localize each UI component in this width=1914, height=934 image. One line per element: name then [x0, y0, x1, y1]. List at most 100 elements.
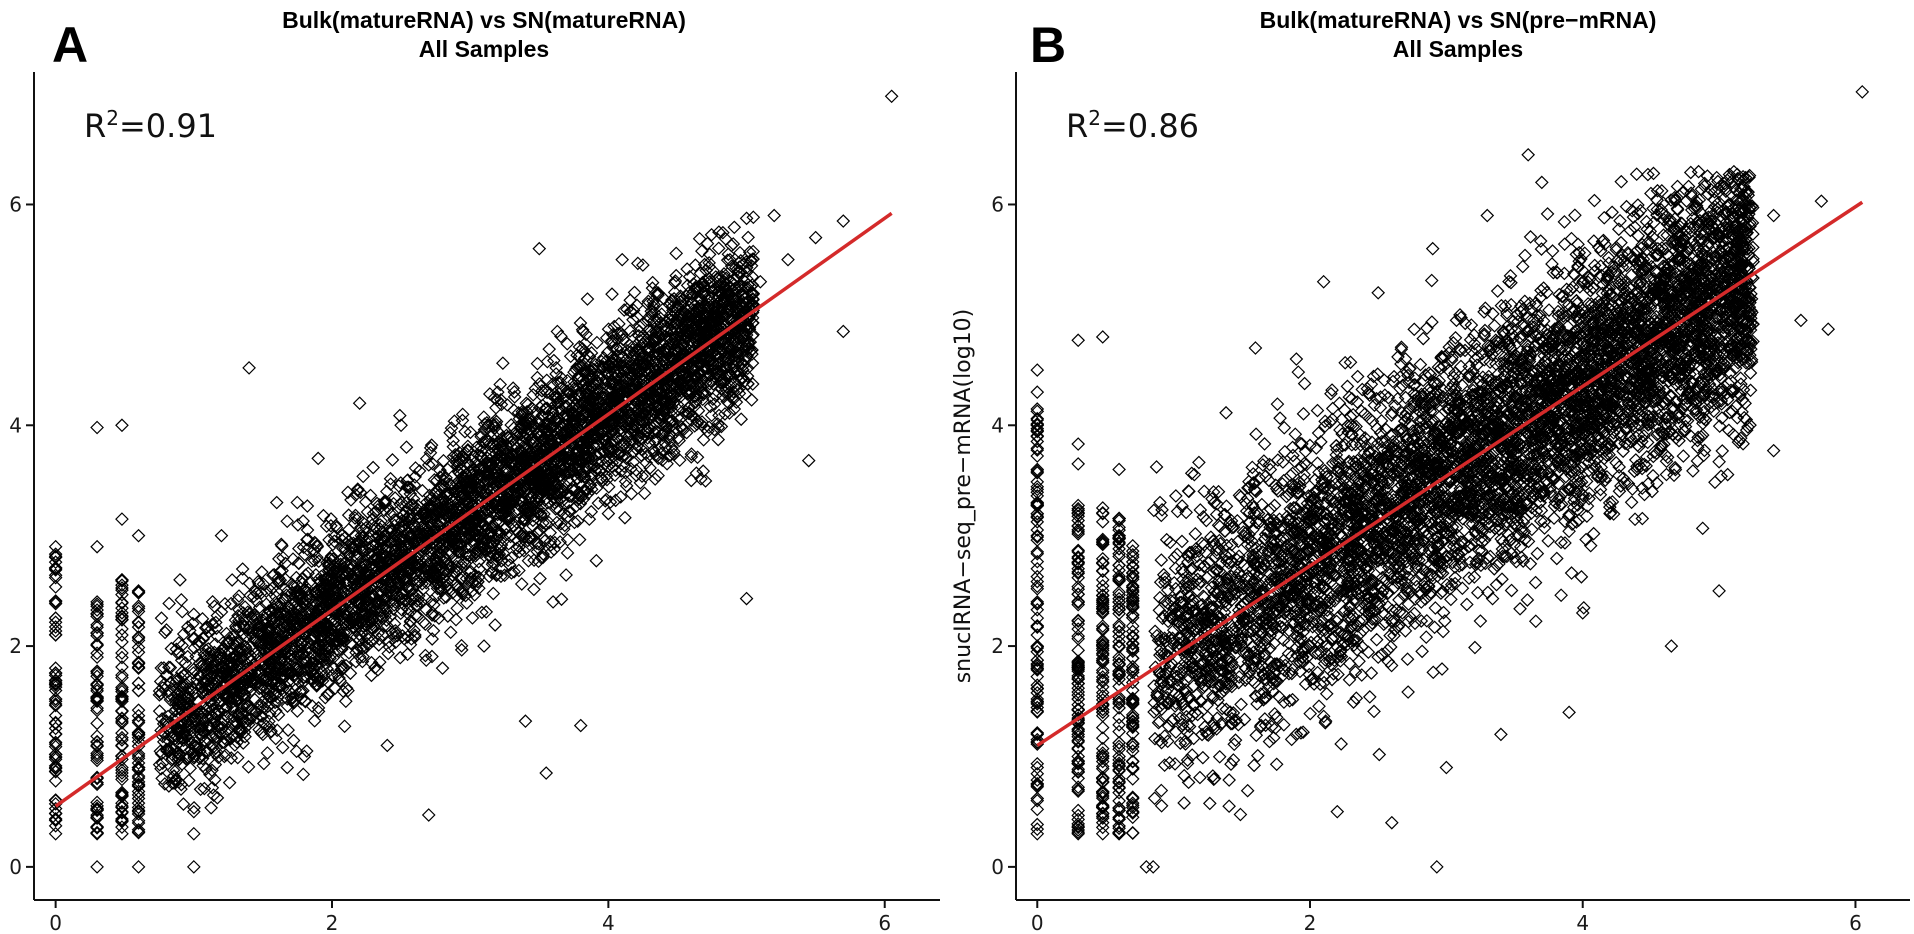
data-point: [275, 618, 290, 632]
data-point: [307, 713, 322, 728]
data-point: [311, 651, 326, 666]
data-point: [193, 782, 208, 797]
y-tick-label: 4: [9, 413, 22, 437]
data-point: [256, 756, 271, 771]
data-point: [260, 746, 275, 760]
data-point: [444, 560, 459, 575]
data-point: [425, 649, 439, 664]
data-point: [235, 571, 250, 586]
data-point: [426, 623, 441, 638]
data-point: [399, 440, 414, 455]
data-point: [727, 220, 742, 235]
data-point: [454, 643, 469, 657]
data-point: [528, 381, 543, 396]
data-point: [342, 559, 356, 574]
data-point: [394, 514, 409, 528]
y-tick-label: 0: [9, 855, 22, 879]
data-point: [280, 692, 295, 706]
data-point: [163, 660, 178, 675]
data-point: [477, 417, 492, 431]
data-point: [560, 336, 575, 351]
data-point: [645, 275, 660, 290]
data-point: [189, 739, 204, 754]
data-point: [560, 546, 575, 560]
data-point: [388, 491, 402, 505]
data-point: [282, 684, 297, 698]
data-point: [589, 481, 604, 495]
data-point: [186, 662, 201, 677]
data-point: [532, 376, 547, 391]
data-point: [152, 757, 167, 772]
data-point: [684, 447, 699, 461]
data-point: [214, 605, 229, 619]
data-point: [190, 672, 204, 687]
data-point: [296, 767, 311, 782]
data-point: [268, 688, 282, 703]
data-point: [465, 611, 480, 625]
data-point: [690, 414, 704, 429]
data-point: [527, 582, 541, 597]
data-point: [537, 534, 552, 548]
data-point: [205, 710, 220, 724]
data-point: [449, 612, 463, 627]
data-point: [325, 668, 339, 683]
data-point: [440, 609, 455, 623]
data-point: [176, 797, 191, 811]
y-tick-label: 6: [9, 192, 22, 216]
data-point: [157, 661, 171, 675]
data-point: [700, 236, 715, 251]
data-point: [533, 571, 547, 586]
data-point: [157, 777, 172, 791]
data-point: [271, 690, 285, 705]
data-point: [286, 691, 300, 705]
data-point: [165, 747, 179, 762]
data-point: [618, 510, 632, 525]
data-point: [572, 532, 587, 547]
x-tick-label: 4: [602, 911, 615, 934]
data-point: [337, 719, 352, 734]
data-point: [705, 275, 720, 290]
data-point: [530, 370, 545, 385]
data-point: [275, 740, 290, 755]
data-point: [549, 361, 564, 375]
data-point: [222, 775, 237, 790]
data-point: [154, 611, 169, 625]
data-point: [423, 445, 438, 460]
data-point: [241, 760, 256, 774]
data-point: [366, 460, 381, 475]
data-point: [433, 463, 447, 478]
data-point: [605, 287, 619, 302]
data-point: [252, 600, 267, 615]
data-point: [590, 335, 604, 350]
data-point: [718, 407, 732, 421]
data-point: [618, 474, 633, 489]
data-point: [580, 292, 595, 306]
data-point: [164, 641, 179, 656]
data-point: [264, 690, 279, 705]
data-point: [511, 406, 526, 420]
data-point: [276, 550, 290, 565]
data-point: [316, 508, 331, 523]
data-point: [739, 211, 754, 226]
chart-subtitle: All Samples: [419, 36, 549, 62]
data-point: [424, 438, 439, 453]
data-point: [263, 725, 278, 740]
data-point: [475, 605, 489, 620]
data-point: [311, 554, 326, 569]
data-point: [697, 257, 712, 272]
data-point: [186, 607, 201, 622]
data-point: [371, 662, 385, 677]
data-point: [381, 646, 395, 661]
data-point: [300, 523, 315, 537]
data-point: [275, 539, 289, 553]
data-point: [281, 723, 295, 737]
data-point: [269, 584, 284, 599]
data-point: [353, 628, 368, 643]
data-point: [663, 448, 678, 462]
data-point: [635, 469, 649, 483]
data-point: [368, 660, 382, 675]
data-point: [224, 751, 239, 765]
data-point: [210, 608, 225, 623]
data-point: [627, 285, 642, 300]
